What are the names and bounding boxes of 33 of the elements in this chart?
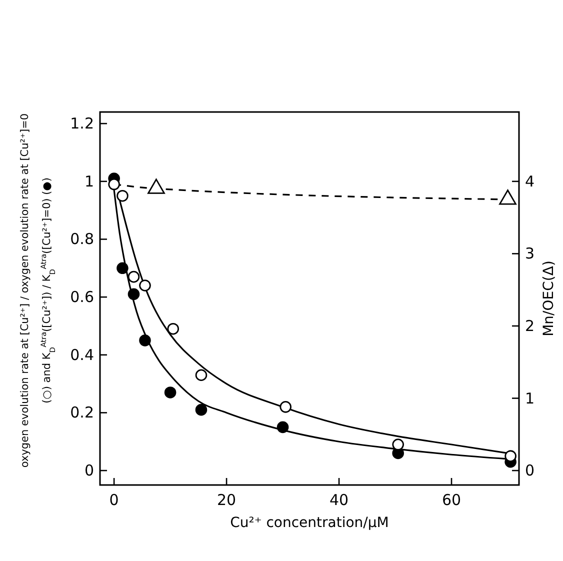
y2-tick-label: 4 — [525, 172, 535, 190]
point — [195, 369, 208, 382]
point — [164, 386, 176, 398]
point — [139, 280, 151, 292]
point — [108, 178, 120, 190]
y2-tick-label: 0 — [525, 462, 535, 480]
x-axis-title: Cu²⁺ concentration/μM — [230, 515, 389, 531]
y-tick-label: 0.6 — [70, 288, 94, 306]
point — [116, 262, 128, 274]
y-tick-label: 0 — [84, 462, 94, 480]
y2-tick-label: 1 — [525, 389, 535, 408]
y2-axis-title: Mn/OEC(Δ) — [541, 260, 557, 336]
point — [128, 270, 140, 283]
y-tick-label: 0.4 — [70, 346, 94, 364]
x-tick-label: 40 — [329, 491, 349, 509]
y2-tick-label: 3 — [525, 244, 535, 263]
point — [195, 404, 208, 416]
x-tick-label: 20 — [216, 491, 236, 509]
point — [280, 401, 292, 413]
y2-tick-label: 2 — [525, 316, 535, 335]
y-tick-label: 0.2 — [70, 404, 94, 422]
point — [116, 190, 128, 202]
point — [504, 450, 516, 462]
y-tick-label: 1 — [84, 172, 94, 190]
x-tick-label: 60 — [442, 491, 462, 509]
point — [276, 421, 289, 434]
y-tick-label: 0.8 — [70, 230, 94, 248]
y-tick-label: 1.2 — [70, 114, 94, 133]
point — [167, 322, 180, 335]
point — [139, 334, 151, 346]
point — [128, 288, 140, 300]
point — [392, 438, 404, 450]
x-tick-label: 0 — [109, 491, 119, 509]
